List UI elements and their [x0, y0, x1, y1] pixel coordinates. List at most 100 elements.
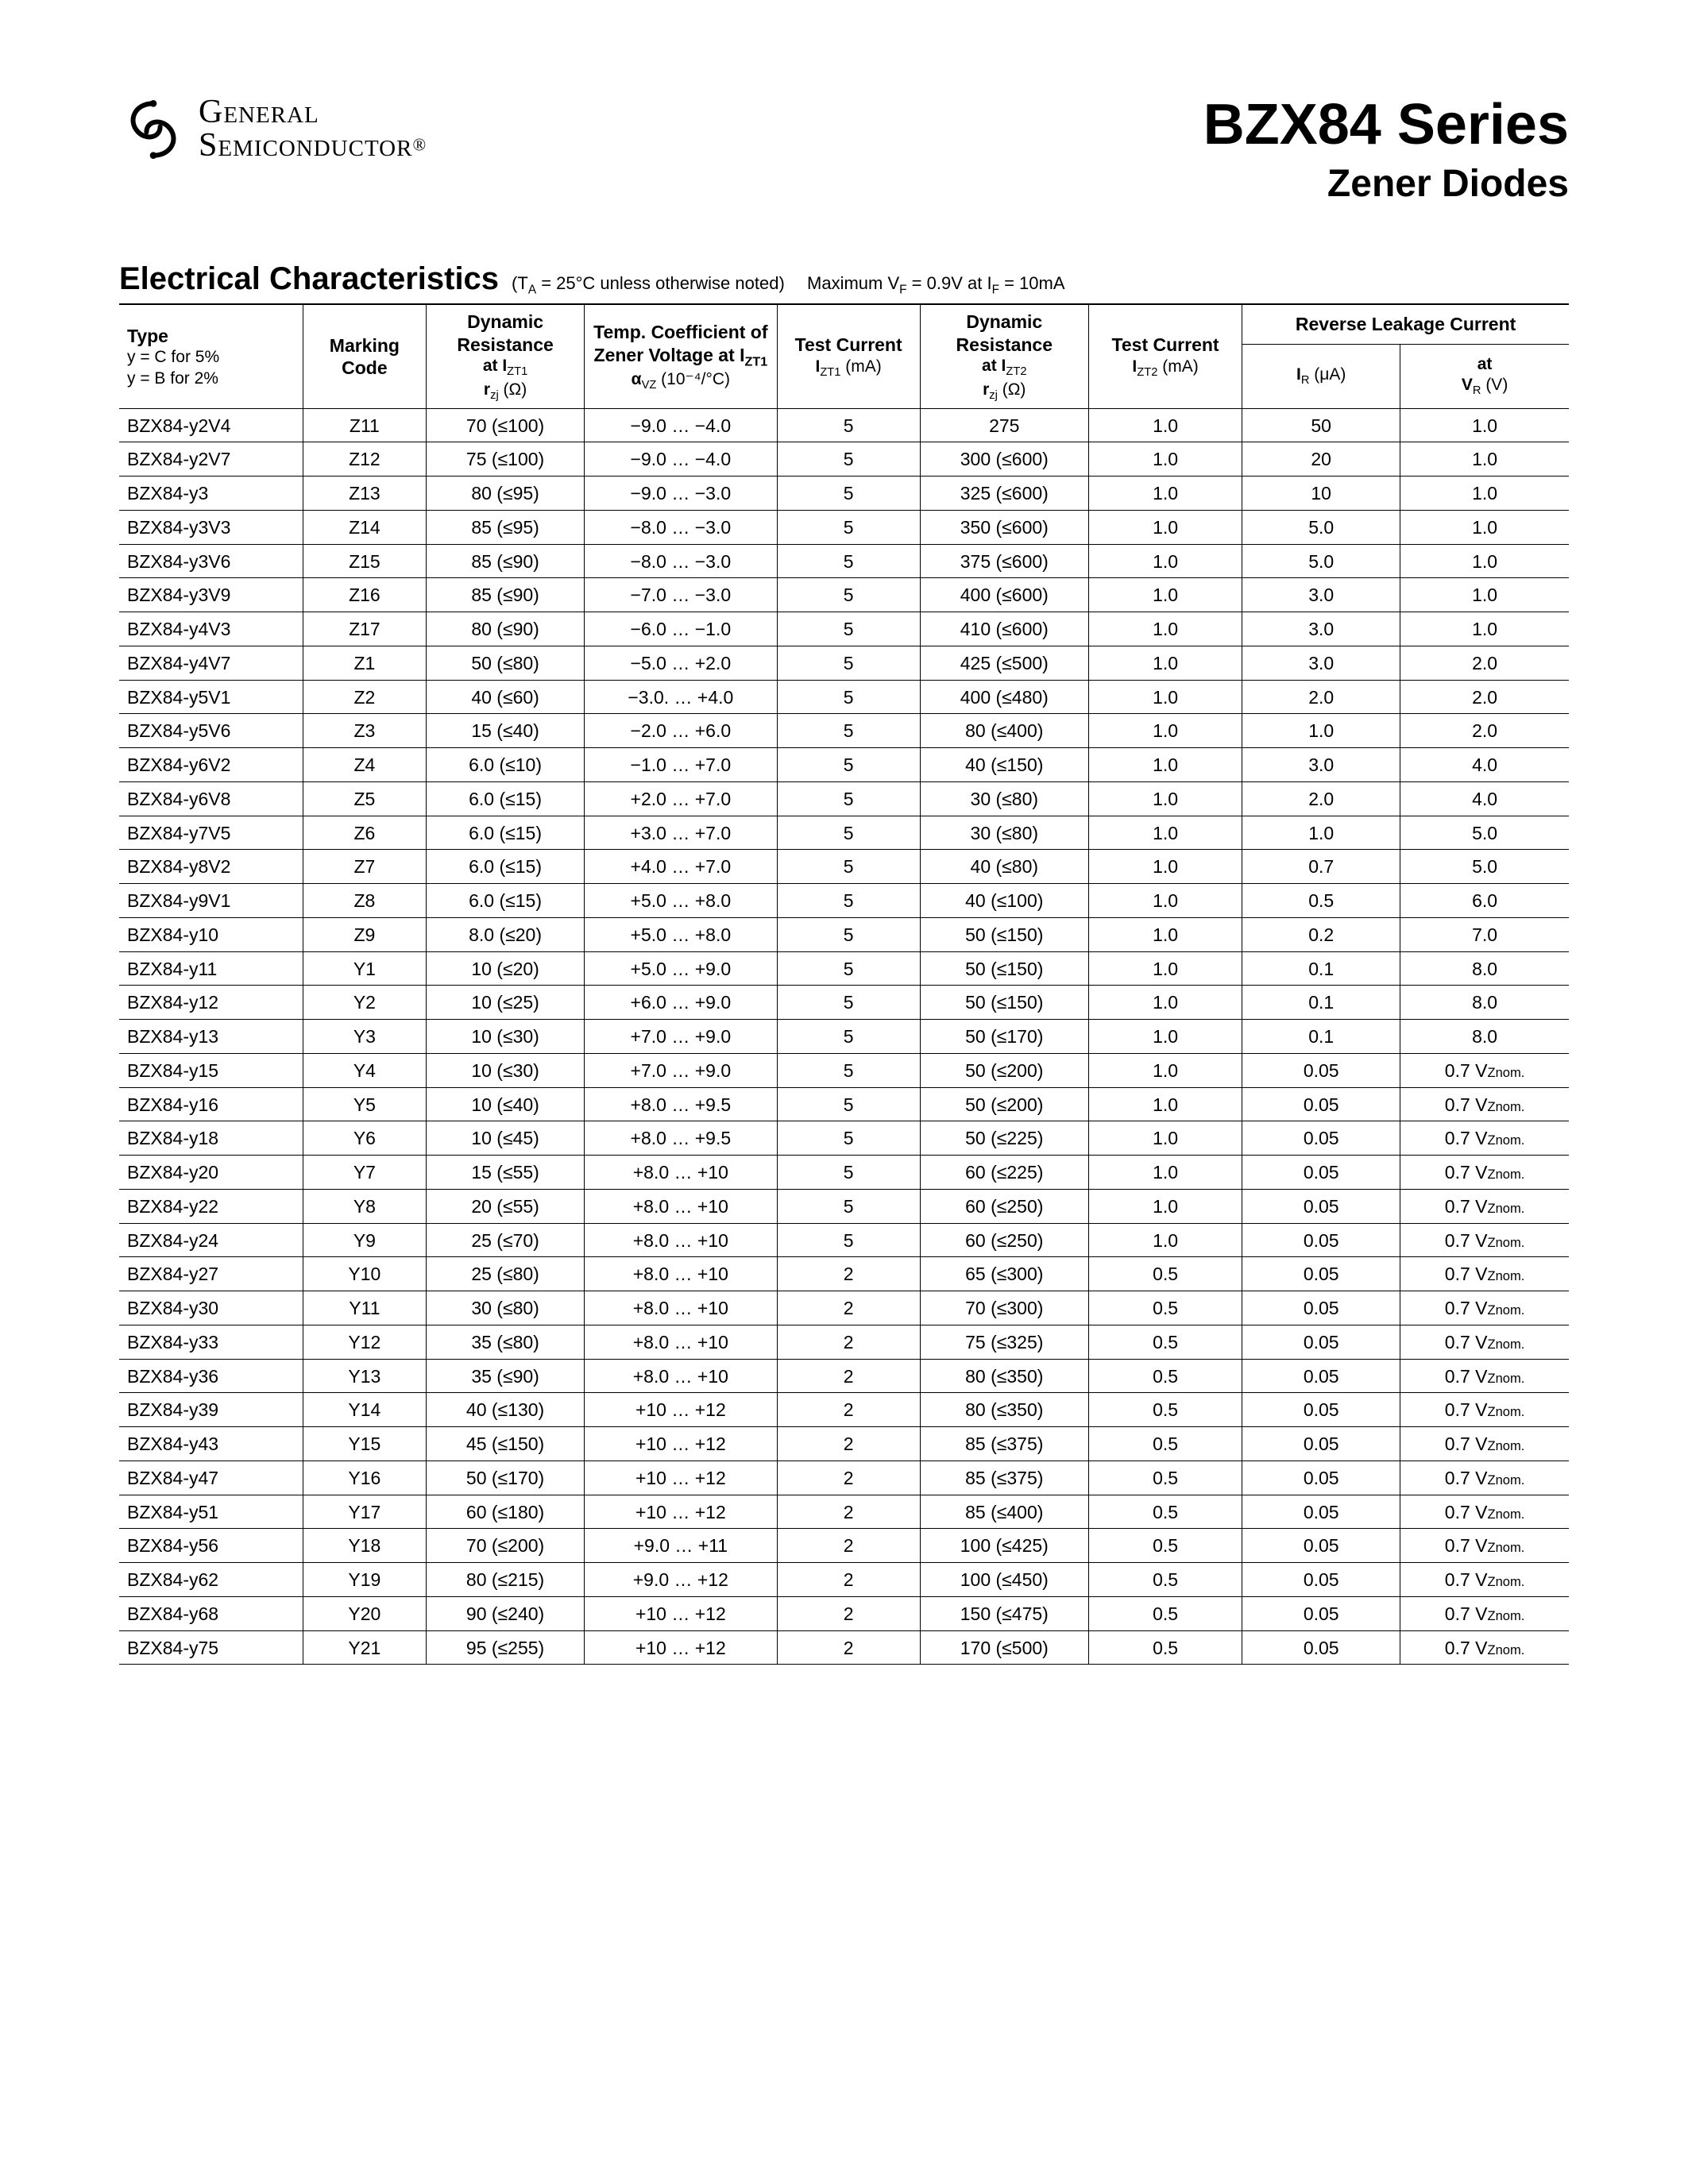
cell-ir: 0.05	[1242, 1596, 1400, 1630]
cell-rzj2: 170 (≤500)	[920, 1630, 1088, 1665]
cell-type: BZX84-y9V1	[119, 884, 303, 918]
cell-izt1: 5	[777, 1087, 920, 1121]
cell-type: BZX84-y6V8	[119, 781, 303, 816]
section-heading: Electrical Characteristics	[119, 261, 499, 297]
cell-ir: 0.05	[1242, 1529, 1400, 1563]
cell-vr: 0.7 VZnom.	[1400, 1087, 1569, 1121]
cell-izt2: 1.0	[1088, 510, 1242, 544]
cell-tempcoef: +8.0 … +9.5	[585, 1087, 778, 1121]
cell-type: BZX84-y75	[119, 1630, 303, 1665]
cell-ir: 0.5	[1242, 884, 1400, 918]
table-row: BZX84-y20Y715 (≤55)+8.0 … +10560 (≤225)1…	[119, 1156, 1569, 1190]
cell-izt2: 1.0	[1088, 1020, 1242, 1054]
cell-tempcoef: +4.0 … +7.0	[585, 850, 778, 884]
cell-izt2: 1.0	[1088, 578, 1242, 612]
cell-vr: 1.0	[1400, 544, 1569, 578]
cell-izt2: 1.0	[1088, 1121, 1242, 1156]
table-row: BZX84-y36Y1335 (≤90)+8.0 … +10280 (≤350)…	[119, 1359, 1569, 1393]
cell-rzj2: 85 (≤375)	[920, 1427, 1088, 1461]
cell-ir: 3.0	[1242, 646, 1400, 680]
cell-type: BZX84-y56	[119, 1529, 303, 1563]
cell-vr: 2.0	[1400, 680, 1569, 714]
cell-type: BZX84-y22	[119, 1189, 303, 1223]
cell-rzj1: 75 (≤100)	[427, 442, 585, 477]
cell-ir: 5.0	[1242, 544, 1400, 578]
cell-marking: Y14	[303, 1393, 426, 1427]
cell-rzj1: 35 (≤80)	[427, 1325, 585, 1359]
cell-tempcoef: +10 … +12	[585, 1630, 778, 1665]
cell-marking: Z11	[303, 408, 426, 442]
cell-rzj2: 60 (≤250)	[920, 1223, 1088, 1257]
cell-ir: 1.0	[1242, 816, 1400, 850]
cell-izt1: 5	[777, 408, 920, 442]
cell-marking: Y16	[303, 1461, 426, 1495]
cell-vr: 0.7 VZnom.	[1400, 1223, 1569, 1257]
cell-rzj2: 75 (≤325)	[920, 1325, 1088, 1359]
cell-rzj2: 30 (≤80)	[920, 816, 1088, 850]
cell-rzj2: 85 (≤400)	[920, 1495, 1088, 1529]
cell-rzj1: 85 (≤90)	[427, 578, 585, 612]
col-header-type: Type y = C for 5% y = B for 2%	[119, 304, 303, 408]
cell-type: BZX84-y47	[119, 1461, 303, 1495]
cell-ir: 2.0	[1242, 680, 1400, 714]
cell-izt1: 2	[777, 1427, 920, 1461]
cell-tempcoef: −1.0 … +7.0	[585, 748, 778, 782]
cell-rzj1: 90 (≤240)	[427, 1596, 585, 1630]
cell-rzj1: 80 (≤95)	[427, 477, 585, 511]
cell-izt2: 1.0	[1088, 816, 1242, 850]
cell-rzj2: 65 (≤300)	[920, 1257, 1088, 1291]
cell-type: BZX84-y51	[119, 1495, 303, 1529]
cell-tempcoef: +8.0 … +9.5	[585, 1121, 778, 1156]
cell-izt1: 2	[777, 1257, 920, 1291]
cell-izt2: 0.5	[1088, 1596, 1242, 1630]
cell-marking: Y1	[303, 951, 426, 986]
cell-type: BZX84-y18	[119, 1121, 303, 1156]
table-row: BZX84-y43Y1545 (≤150)+10 … +12285 (≤375)…	[119, 1427, 1569, 1461]
cell-izt2: 0.5	[1088, 1630, 1242, 1665]
cell-izt2: 1.0	[1088, 442, 1242, 477]
cell-marking: Y2	[303, 986, 426, 1020]
cell-type: BZX84-y15	[119, 1053, 303, 1087]
datasheet-page: General Semiconductor® BZX84 Series Zene…	[0, 0, 1688, 2184]
table-row: BZX84-y56Y1870 (≤200)+9.0 … +112100 (≤42…	[119, 1529, 1569, 1563]
cell-tempcoef: +9.0 … +12	[585, 1563, 778, 1597]
cell-tempcoef: +10 … +12	[585, 1461, 778, 1495]
section-condition-1: (TA = 25°C unless otherwise noted)	[512, 273, 785, 297]
cell-tempcoef: +8.0 … +10	[585, 1291, 778, 1325]
cell-vr: 0.7 VZnom.	[1400, 1495, 1569, 1529]
cell-ir: 0.05	[1242, 1461, 1400, 1495]
cell-ir: 3.0	[1242, 748, 1400, 782]
cell-vr: 0.7 VZnom.	[1400, 1630, 1569, 1665]
cell-marking: Z16	[303, 578, 426, 612]
cell-izt2: 1.0	[1088, 1223, 1242, 1257]
cell-vr: 2.0	[1400, 714, 1569, 748]
cell-rzj1: 20 (≤55)	[427, 1189, 585, 1223]
cell-izt1: 2	[777, 1529, 920, 1563]
cell-vr: 0.7 VZnom.	[1400, 1121, 1569, 1156]
cell-ir: 0.1	[1242, 986, 1400, 1020]
company-logo-block: General Semiconductor®	[119, 95, 427, 168]
cell-rzj1: 40 (≤60)	[427, 680, 585, 714]
cell-marking: Z17	[303, 612, 426, 646]
cell-izt1: 2	[777, 1393, 920, 1427]
cell-ir: 3.0	[1242, 612, 1400, 646]
table-row: BZX84-y3V6Z1585 (≤90)−8.0 … −3.05375 (≤6…	[119, 544, 1569, 578]
cell-rzj2: 400 (≤480)	[920, 680, 1088, 714]
cell-ir: 0.1	[1242, 1020, 1400, 1054]
cell-izt2: 1.0	[1088, 1087, 1242, 1121]
table-row: BZX84-y2V7Z1275 (≤100)−9.0 … −4.05300 (≤…	[119, 442, 1569, 477]
section-header: Electrical Characteristics (TA = 25°C un…	[119, 261, 1569, 297]
cell-marking: Y17	[303, 1495, 426, 1529]
cell-izt2: 1.0	[1088, 680, 1242, 714]
cell-izt2: 0.5	[1088, 1461, 1242, 1495]
cell-rzj1: 10 (≤30)	[427, 1020, 585, 1054]
cell-izt1: 5	[777, 442, 920, 477]
cell-vr: 0.7 VZnom.	[1400, 1325, 1569, 1359]
cell-izt2: 1.0	[1088, 951, 1242, 986]
cell-izt1: 5	[777, 578, 920, 612]
cell-rzj1: 85 (≤90)	[427, 544, 585, 578]
cell-izt2: 0.5	[1088, 1393, 1242, 1427]
cell-type: BZX84-y39	[119, 1393, 303, 1427]
cell-vr: 0.7 VZnom.	[1400, 1189, 1569, 1223]
cell-ir: 0.05	[1242, 1563, 1400, 1597]
